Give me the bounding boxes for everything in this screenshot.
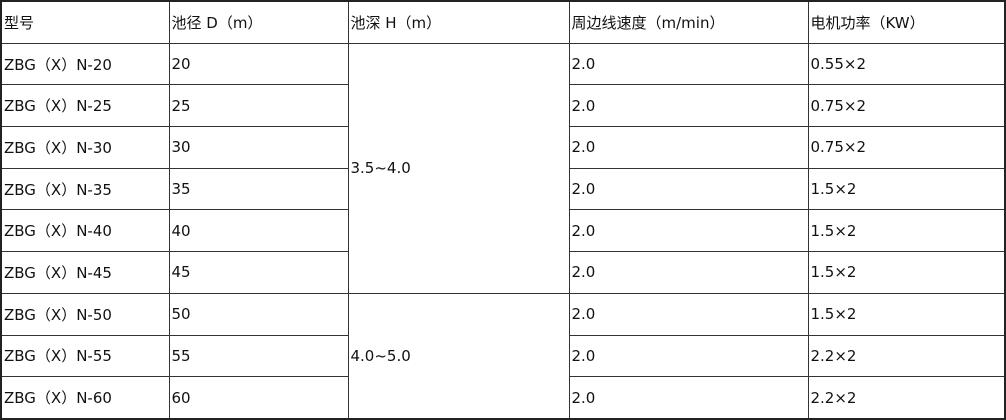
header-depth: 池深 H（m）: [347, 0, 570, 44]
cell-diameter: 60: [168, 376, 349, 420]
cell-power: 1.5×2: [807, 292, 1006, 336]
cell-speed: 2.0: [568, 334, 809, 378]
cell-diameter: 55: [168, 334, 349, 378]
header-diameter: 池径 D（m）: [168, 0, 349, 44]
cell-diameter: 50: [168, 292, 349, 336]
cell-model: ZBG（X）N-30: [0, 126, 170, 169]
cell-speed: 2.0: [568, 42, 809, 86]
cell-depth: 3.5~4.0: [347, 42, 570, 294]
cell-model: ZBG（X）N-20: [0, 42, 170, 86]
cell-power: 1.5×2: [807, 251, 1006, 294]
cell-speed: 2.0: [568, 292, 809, 336]
table-row: ZBG（X）N-35 35 2.0 1.5×2: [0, 167, 1006, 211]
cell-model: ZBG（X）N-55: [0, 334, 170, 378]
table-row: ZBG（X）N-55 55 2.0 2.2×2: [0, 334, 1006, 378]
table-row: ZBG（X）N-50 50 4.0~5.0 2.0 1.5×2: [0, 292, 1006, 420]
header-row: 型号 池径 D（m） 池深 H（m） 周边线速度（m/min） 电机功率（KW）: [0, 0, 1006, 44]
table-row: ZBG（X）N-20 20 3.5~4.0 2.0 0.55×2: [0, 42, 1006, 294]
cell-speed: 2.0: [568, 209, 809, 253]
header-model: 型号: [0, 0, 170, 44]
cell-speed: 2.0: [568, 84, 809, 128]
cell-diameter: 25: [168, 84, 349, 128]
header-power: 电机功率（KW）: [807, 0, 1006, 44]
cell-diameter: 20: [168, 42, 349, 86]
table-row: ZBG（X）N-30 30 2.0 0.75×2: [0, 126, 1006, 169]
cell-speed: 2.0: [568, 376, 809, 420]
cell-model: ZBG（X）N-45: [0, 251, 170, 294]
cell-diameter: 30: [168, 126, 349, 169]
table-row: ZBG（X）N-45 45 2.0 1.5×2: [0, 251, 1006, 294]
cell-diameter: 45: [168, 251, 349, 294]
cell-power: 1.5×2: [807, 209, 1006, 253]
cell-model: ZBG（X）N-35: [0, 167, 170, 211]
table-row: ZBG（X）N-40 40 2.0 1.5×2: [0, 209, 1006, 253]
cell-speed: 2.0: [568, 167, 809, 211]
cell-model: ZBG（X）N-60: [0, 376, 170, 420]
table-row: ZBG（X）N-60 60 2.0 2.2×2: [0, 376, 1006, 420]
cell-depth: 4.0~5.0: [347, 292, 570, 420]
cell-model: ZBG（X）N-50: [0, 292, 170, 336]
cell-model: ZBG（X）N-25: [0, 84, 170, 128]
cell-power: 0.75×2: [807, 84, 1006, 128]
cell-power: 0.55×2: [807, 42, 1006, 86]
table-row: ZBG（X）N-25 25 2.0 0.75×2: [0, 84, 1006, 128]
cell-power: 2.2×2: [807, 334, 1006, 378]
cell-power: 0.75×2: [807, 126, 1006, 169]
cell-speed: 2.0: [568, 251, 809, 294]
cell-model: ZBG（X）N-40: [0, 209, 170, 253]
cell-diameter: 35: [168, 167, 349, 211]
cell-power: 2.2×2: [807, 376, 1006, 420]
cell-speed: 2.0: [568, 126, 809, 169]
cell-diameter: 40: [168, 209, 349, 253]
cell-power: 1.5×2: [807, 167, 1006, 211]
header-speed: 周边线速度（m/min）: [568, 0, 809, 44]
